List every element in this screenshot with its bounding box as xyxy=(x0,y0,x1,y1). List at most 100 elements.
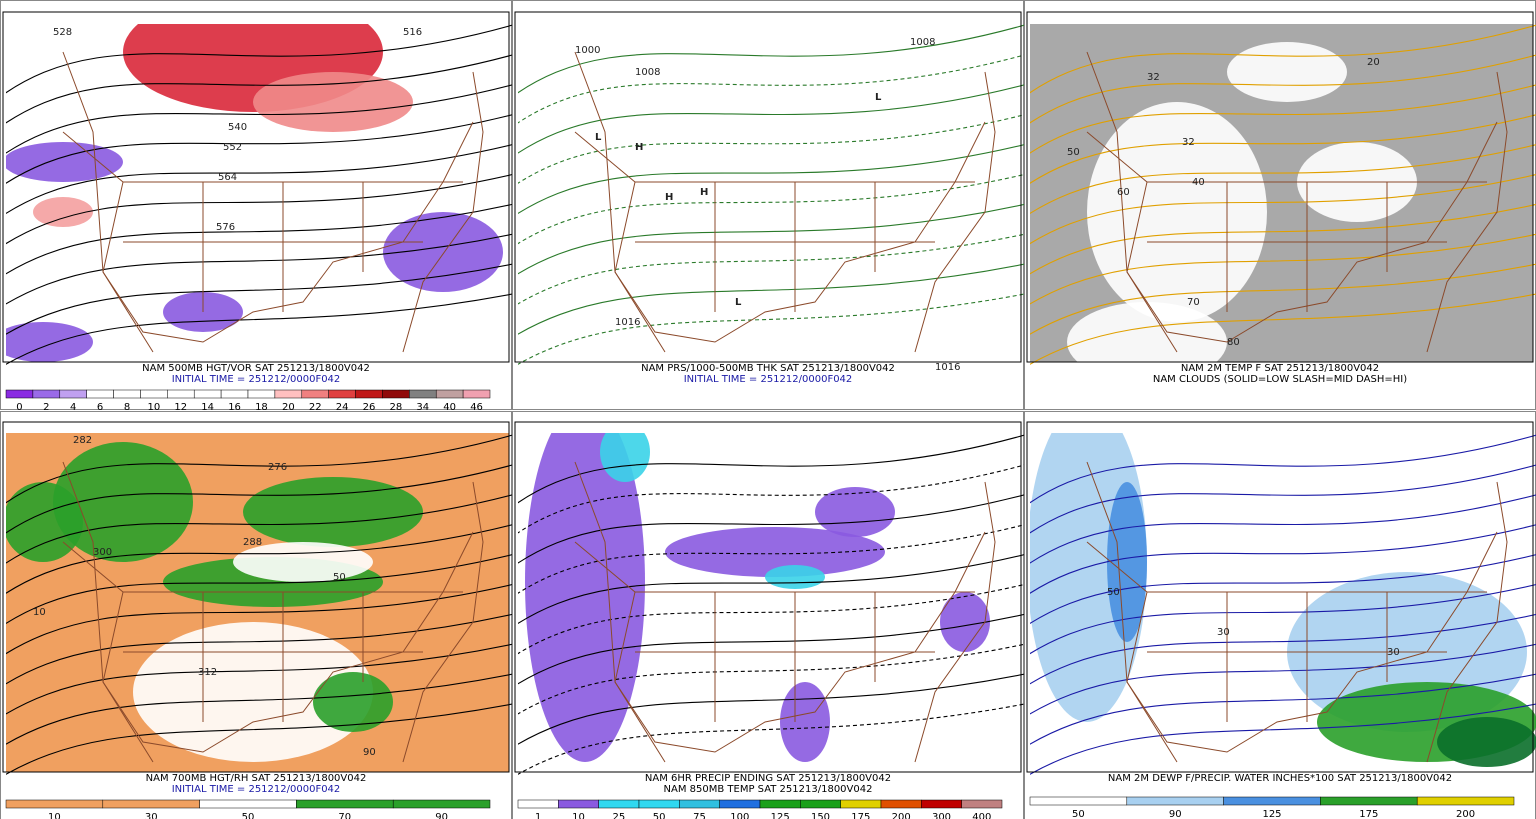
map-label: 516 xyxy=(403,27,422,38)
colorbar-label: 50 xyxy=(242,812,255,819)
colorbar-swatch xyxy=(462,389,491,399)
colorbar-label: 1 xyxy=(535,812,541,819)
map-border xyxy=(514,421,1022,773)
map-area: 282 276 288 300 312 10 50 90 xyxy=(6,433,512,775)
colorbar-label: 50 xyxy=(653,812,666,819)
caption: NAM 6HR PRECIP ENDING SAT 251213/1800V04… xyxy=(645,773,891,784)
contour xyxy=(1030,173,1536,245)
map-background xyxy=(518,24,1021,362)
map-border xyxy=(2,11,510,363)
coast xyxy=(62,51,484,353)
map-label: 1000 xyxy=(575,45,600,56)
contour xyxy=(1030,643,1536,715)
colorbar-swatch xyxy=(800,799,841,809)
field-shading xyxy=(1107,482,1147,642)
contour xyxy=(518,464,1024,534)
map-label: 60 xyxy=(1117,187,1130,198)
contour xyxy=(1030,144,1536,215)
contour xyxy=(6,293,512,365)
map-label: L xyxy=(735,297,742,308)
contour xyxy=(518,434,1024,504)
caption: NAM 850MB TEMP SAT 251213/1800V042 xyxy=(664,784,873,795)
contour xyxy=(518,703,1024,775)
field-shading xyxy=(780,682,830,762)
map-area: 528 516 540 552 564 576 xyxy=(6,24,512,365)
colorbar-swatch xyxy=(328,389,356,399)
colorbar-label: 4 xyxy=(70,402,76,413)
contour xyxy=(1030,703,1536,775)
colorbar-label: 26 xyxy=(363,402,376,413)
colorbar-swatch xyxy=(1416,796,1515,806)
colorbar-label: 24 xyxy=(336,402,349,413)
map-label: 276 xyxy=(268,462,287,473)
colorbar-swatch xyxy=(840,799,882,809)
map-label: 300 xyxy=(93,547,112,558)
colorbar-label: 50 xyxy=(1072,809,1085,819)
colorbar-label: 75 xyxy=(693,812,706,819)
contour xyxy=(518,554,1024,625)
colorbar-label: 34 xyxy=(416,402,429,413)
colorbar-label: 40 xyxy=(443,402,456,413)
colorbar-label: 30 xyxy=(145,812,158,819)
caption: NAM PRS/1000-500MB THK SAT 251213/1800V0… xyxy=(641,363,895,374)
field-shading xyxy=(1067,302,1227,374)
contour xyxy=(1030,84,1536,154)
border xyxy=(62,531,474,753)
field-shading xyxy=(6,322,93,362)
colorbar-swatch xyxy=(435,389,464,399)
caption: NAM 2M DEWP F/PRECIP. WATER INCHES*100 S… xyxy=(1108,773,1452,784)
field-shading xyxy=(1437,717,1536,767)
contour xyxy=(518,173,1024,245)
colorbar-swatch xyxy=(102,799,200,809)
contour xyxy=(6,494,512,564)
map-label: 50 xyxy=(1067,147,1080,158)
panel: 1000 1008 1008 1016 1016 L L L H H H NAM PRS/1000-5… xyxy=(512,0,1024,410)
contour xyxy=(6,54,512,124)
colorbar-label: 150 xyxy=(811,812,830,819)
colorbar-swatch xyxy=(598,799,640,809)
contour xyxy=(6,643,512,715)
border xyxy=(62,121,474,343)
contour xyxy=(518,524,1024,594)
panel: NAM 6HR PRECIP ENDING SAT 251213/1800V04… xyxy=(512,411,1024,819)
contour xyxy=(6,233,512,305)
map-label: 50 xyxy=(1107,587,1120,598)
contour xyxy=(6,464,512,534)
colorbar-swatch xyxy=(193,389,222,399)
map-label: 312 xyxy=(198,667,217,678)
caption: INITIAL TIME = 251212/0000F042 xyxy=(172,784,341,795)
field-shading xyxy=(765,565,825,589)
map-label: 70 xyxy=(1187,297,1200,308)
map-border xyxy=(2,421,510,773)
field-shading xyxy=(665,527,885,577)
colorbar-swatch xyxy=(59,389,87,399)
field-shading xyxy=(53,442,193,562)
colorbar-swatch xyxy=(382,389,410,399)
colorbar-label: 100 xyxy=(730,812,749,819)
contour xyxy=(518,643,1024,715)
contour xyxy=(518,114,1024,184)
colorbar-swatch xyxy=(113,389,141,399)
colorbar-label: 46 xyxy=(470,402,483,413)
contour xyxy=(6,673,512,745)
map-border xyxy=(1026,421,1534,773)
map-label: 90 xyxy=(363,747,376,758)
colorbar-label: 12 xyxy=(174,402,187,413)
map-label: 1008 xyxy=(910,37,935,48)
field-shading xyxy=(6,482,83,562)
caption: NAM 2M TEMP F SAT 251213/1800V042 xyxy=(1181,363,1379,374)
map-label: 540 xyxy=(228,122,247,133)
colorbar-swatch xyxy=(392,799,491,809)
colorbar-label: 22 xyxy=(309,402,322,413)
colorbar-swatch xyxy=(1223,796,1321,806)
contour xyxy=(1030,293,1536,365)
coast xyxy=(62,461,484,763)
caption: NAM 500MB HGT/VOR SAT 251213/1800V042 xyxy=(142,363,370,374)
coast xyxy=(574,51,996,353)
map-label: 32 xyxy=(1182,137,1195,148)
map-label: L xyxy=(595,132,602,143)
panel: 50 30 30 NAM 2M DEWP F/PRECIP. WATER INCHES… xyxy=(1024,411,1536,819)
colorbar-swatch xyxy=(719,799,761,809)
contour xyxy=(1030,54,1536,124)
colorbar-label: 10 xyxy=(148,402,161,413)
